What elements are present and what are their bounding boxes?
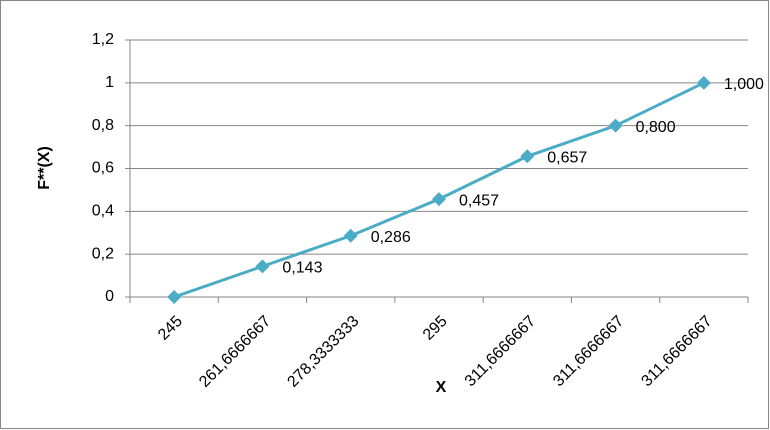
marker	[696, 75, 711, 90]
y-tick-label: 0,2	[92, 245, 114, 262]
data-label: 1,000	[724, 76, 764, 93]
data-label: 0,457	[459, 192, 499, 209]
marker	[343, 228, 358, 243]
y-axis-title: F**(X)	[36, 146, 53, 190]
data-label: 0,143	[282, 260, 322, 277]
marker	[255, 259, 270, 274]
marker	[167, 290, 182, 304]
x-axis-title: X	[436, 379, 447, 396]
marker	[432, 192, 446, 207]
y-tick-label: 0,4	[92, 203, 114, 220]
y-tick-label: 0,6	[92, 160, 114, 177]
marker	[608, 118, 623, 133]
y-tick-label: 1	[105, 74, 114, 91]
marker	[520, 149, 535, 164]
data-label: 0,286	[371, 229, 411, 246]
y-tick-label: 1,2	[92, 31, 114, 48]
y-tick-label: 0	[105, 288, 114, 305]
data-label: 0,657	[547, 150, 587, 167]
y-tick-label: 0,8	[92, 117, 114, 134]
data-label: 0,800	[636, 119, 676, 136]
